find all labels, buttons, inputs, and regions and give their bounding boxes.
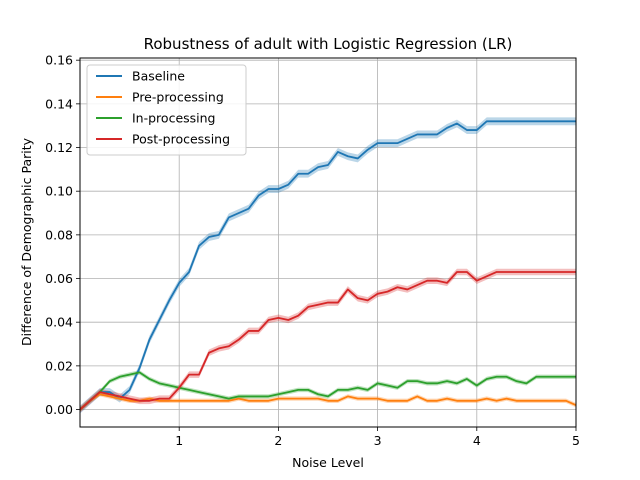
y-tick-label: 0.00 (45, 402, 73, 417)
confidence-bands (80, 117, 576, 414)
legend-label-pre-processing: Pre-processing (132, 90, 224, 105)
y-tick-label: 0.10 (45, 184, 73, 199)
line-baseline (79, 120, 576, 411)
band-in-processing (80, 370, 576, 412)
x-tick-label: 4 (473, 433, 481, 448)
line-in-processing (79, 371, 576, 411)
band-post-processing (80, 268, 576, 413)
x-tick-label: 2 (274, 433, 282, 448)
legend-frame (86, 64, 247, 156)
line-pre-processing (79, 393, 577, 411)
y-tick-label: 0.08 (45, 227, 73, 242)
y-tick-label: 0.02 (45, 358, 73, 373)
y-tick-label: 0.12 (45, 140, 73, 155)
y-tick-label: 0.04 (45, 315, 73, 330)
chart-title: Robustness of adult with Logistic Regres… (144, 35, 513, 53)
y-tick-label: 0.06 (45, 271, 73, 286)
axis-ticks: 1 2 3 4 5 0.00 0.02 0.04 0.06 0.08 0.10 0.12 0.14 0.1… (45, 53, 580, 448)
legend-label-in-processing: In-processing (132, 111, 215, 126)
y-tick-label: 0.14 (45, 96, 73, 111)
y-tick-label: 0.16 (45, 53, 73, 68)
legend: Baseline Pre-processing In-processing Post-… (86, 64, 247, 156)
band-pre-processing (80, 392, 576, 412)
plot-frame (79, 57, 577, 428)
x-tick-label: 3 (374, 433, 382, 448)
band-baseline (80, 117, 576, 414)
line-post-processing (79, 271, 576, 411)
x-tick-label: 1 (175, 433, 183, 448)
legend-label-post-processing: Post-processing (132, 132, 230, 147)
series-lines (79, 120, 577, 411)
x-axis-title: Noise Level (292, 455, 364, 470)
legend-label-baseline: Baseline (132, 69, 185, 84)
x-tick-label: 5 (572, 433, 580, 448)
y-axis-title: Difference of Demographic Parity (19, 137, 34, 346)
